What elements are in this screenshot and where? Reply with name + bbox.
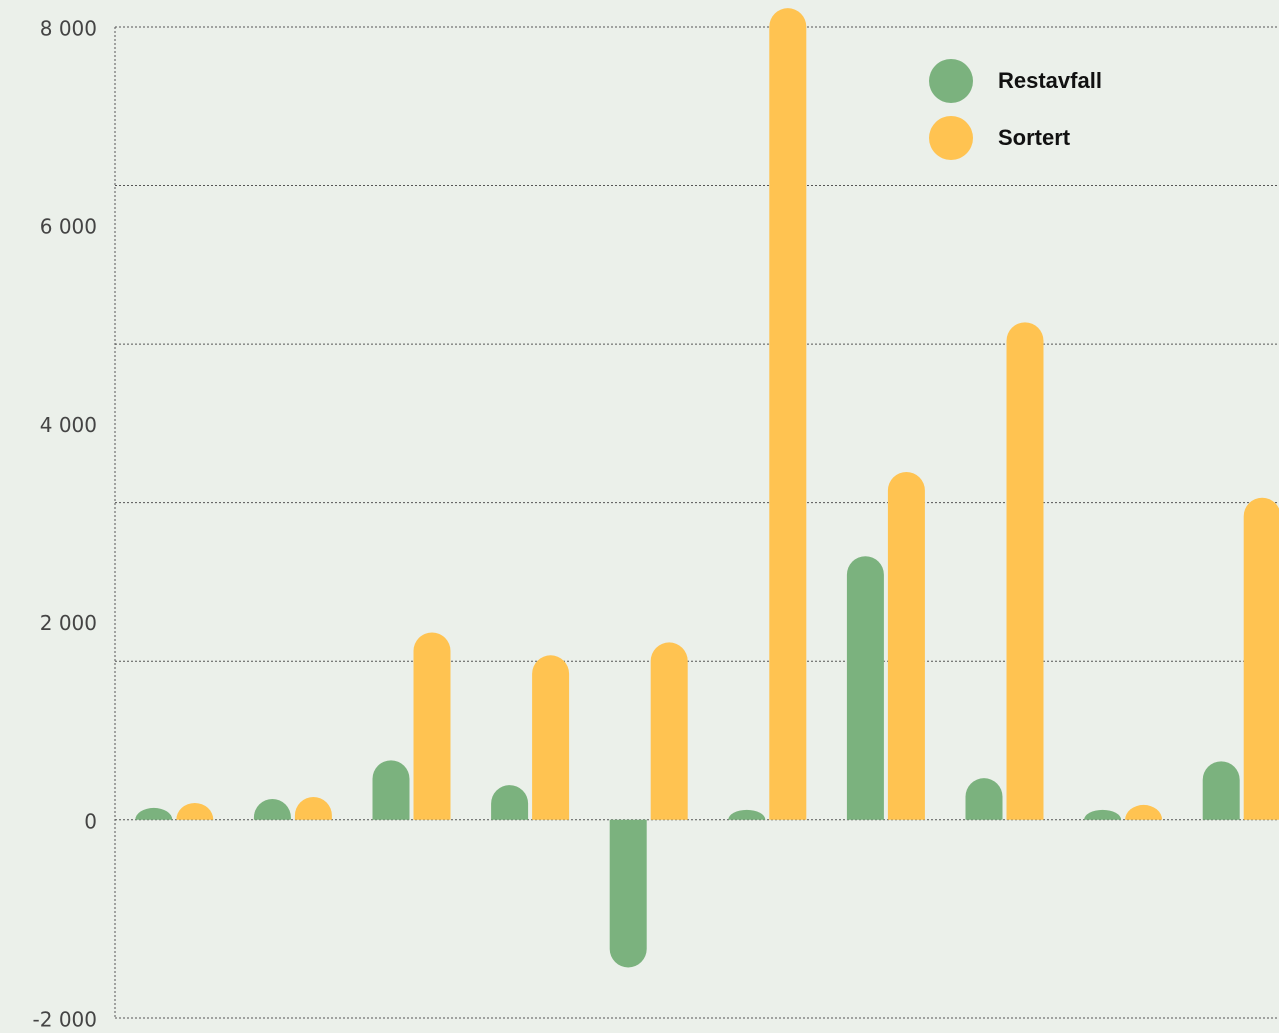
bar	[1243, 497, 1279, 820]
bar	[887, 471, 925, 820]
bar	[413, 632, 451, 820]
bar	[176, 802, 214, 820]
bar	[650, 642, 688, 820]
y-tick-label: 0	[84, 809, 97, 833]
y-tick-label: 4 000	[40, 413, 97, 437]
bar	[1202, 761, 1240, 820]
bar	[372, 760, 410, 820]
bar	[532, 655, 570, 820]
legend-swatch	[929, 116, 973, 160]
legend-swatch	[929, 59, 973, 103]
bar	[491, 785, 529, 820]
legend-label: Sortert	[998, 125, 1071, 150]
bar	[1006, 322, 1044, 820]
bar	[1125, 804, 1163, 820]
y-tick-label: 2 000	[40, 611, 97, 635]
y-tick-label: 8 000	[40, 17, 97, 41]
bar	[728, 809, 766, 820]
bar	[294, 797, 332, 820]
y-tick-label: 6 000	[40, 215, 97, 239]
bar	[965, 778, 1003, 820]
bar	[253, 798, 291, 820]
bar	[609, 819, 647, 968]
legend-label: Restavfall	[998, 68, 1102, 93]
bar	[1084, 809, 1122, 820]
y-tick-label: -2 000	[33, 1008, 97, 1032]
bar	[135, 807, 173, 820]
bar	[846, 556, 884, 820]
bar	[769, 8, 807, 820]
